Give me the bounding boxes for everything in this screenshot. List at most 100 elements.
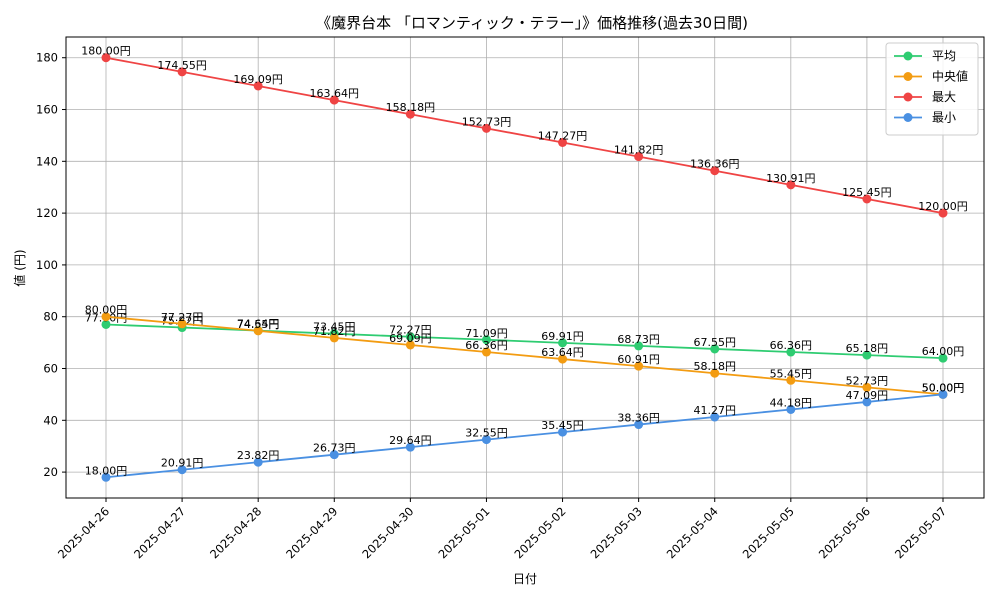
data-point <box>481 435 491 445</box>
data-point <box>862 382 872 392</box>
data-label: 41.27円 <box>693 404 736 417</box>
data-point <box>329 95 339 105</box>
data-point <box>177 67 187 77</box>
legend-entry: 中央値 <box>932 69 968 84</box>
series-line <box>105 56 944 214</box>
data-point <box>558 427 568 437</box>
data-label: 73.45円 <box>313 321 356 334</box>
y-axis-label: 値 (円) <box>12 249 27 286</box>
data-point <box>253 326 263 336</box>
data-point <box>786 375 796 385</box>
data-point <box>101 312 111 322</box>
data-label: 35.45円 <box>541 419 584 432</box>
data-label: 50.00円 <box>922 381 965 394</box>
data-point <box>710 166 720 176</box>
data-label: 80.00円 <box>85 304 128 317</box>
legend-marker <box>903 92 913 102</box>
data-label: 130.91円 <box>766 172 816 185</box>
data-label: 58.18円 <box>693 360 736 373</box>
data-point <box>558 354 568 364</box>
data-point <box>938 389 948 399</box>
x-tick-label: 2025-05-06 <box>816 504 873 561</box>
y-axis: 20 40 60 80 100 120 140 160 180 <box>36 51 66 479</box>
x-axis: 2025-04-26 2025-04-27 2025-04-28 2025-04-29… <box>55 498 949 561</box>
data-label: 77.27円 <box>161 311 204 324</box>
data-label: 174.55円 <box>157 59 207 72</box>
data-point <box>862 194 872 204</box>
data-label: 23.82円 <box>237 449 280 462</box>
x-axis-label: 日付 <box>513 572 537 586</box>
legend-marker <box>903 51 913 61</box>
data-label: 74.55円 <box>237 318 280 331</box>
data-point <box>405 332 415 342</box>
data-label: 125.45円 <box>842 186 892 199</box>
data-label: 29.64円 <box>389 434 432 447</box>
data-point <box>634 361 644 371</box>
x-tick-label: 2025-04-29 <box>283 504 340 561</box>
data-label: 20.91円 <box>161 457 204 470</box>
data-point <box>405 340 415 350</box>
data-label: 69.09円 <box>389 332 432 345</box>
data-label: 38.36円 <box>617 412 660 425</box>
data-label: 158.18円 <box>386 101 436 114</box>
data-label: 47.09円 <box>846 389 889 402</box>
data-label: 50.00円 <box>922 381 965 394</box>
series-line <box>105 393 944 479</box>
x-tick-label: 2025-04-30 <box>359 504 416 561</box>
data-point <box>786 404 796 414</box>
plot-area-frame <box>65 36 985 499</box>
x-tick-label: 2025-05-07 <box>892 504 949 561</box>
x-tick-label: 2025-05-02 <box>512 504 569 561</box>
data-label: 69.91円 <box>541 330 584 343</box>
data-point <box>481 123 491 133</box>
series-line <box>105 323 944 360</box>
data-label: 68.73円 <box>617 333 660 346</box>
data-label: 55.45円 <box>770 367 813 380</box>
data-point <box>862 350 872 360</box>
data-label: 32.55円 <box>465 427 508 440</box>
data-label: 147.27円 <box>538 129 588 142</box>
x-tick-label: 2025-04-26 <box>55 504 112 561</box>
y-tick-label: 80 <box>43 310 58 324</box>
data-point <box>253 81 263 91</box>
y-tick-label: 40 <box>43 413 58 427</box>
data-label: 141.82円 <box>614 144 664 157</box>
data-label: 136.36円 <box>690 158 740 171</box>
data-label: 163.64円 <box>310 87 360 100</box>
data-label: 71.82円 <box>313 325 356 338</box>
y-tick-label: 180 <box>36 51 58 65</box>
data-point <box>634 152 644 162</box>
data-point <box>634 341 644 351</box>
data-label: 65.18円 <box>846 342 889 355</box>
data-label: 63.64円 <box>541 346 584 359</box>
data-point <box>177 319 187 329</box>
x-tick-label: 2025-05-05 <box>740 504 797 561</box>
chart-title: 《魔界台本 「ロマンティック・テラー」》価格推移(過去30日間) <box>316 14 748 32</box>
data-point <box>329 333 339 343</box>
data-label: 71.09円 <box>465 327 508 340</box>
data-point <box>634 420 644 430</box>
data-label: 74.64円 <box>237 318 280 331</box>
y-tick-label: 140 <box>36 154 58 168</box>
data-label: 152.73円 <box>462 115 512 128</box>
data-label: 44.18円 <box>770 396 813 409</box>
data-label: 60.91円 <box>617 353 660 366</box>
data-point <box>786 347 796 357</box>
data-point <box>329 450 339 460</box>
series-line <box>105 315 944 396</box>
data-point <box>710 368 720 378</box>
data-point <box>938 353 948 363</box>
x-tick-label: 2025-04-27 <box>131 504 188 561</box>
data-point <box>405 109 415 119</box>
data-point <box>101 472 111 482</box>
y-tick-label: 100 <box>36 258 58 272</box>
legend-marker <box>903 72 913 81</box>
data-label: 72.27円 <box>389 324 432 337</box>
data-point <box>101 53 111 63</box>
data-label: 64.00円 <box>922 345 965 358</box>
legend-entry: 平均 <box>932 49 956 63</box>
data-point <box>177 465 187 475</box>
y-tick-label: 160 <box>36 103 58 117</box>
